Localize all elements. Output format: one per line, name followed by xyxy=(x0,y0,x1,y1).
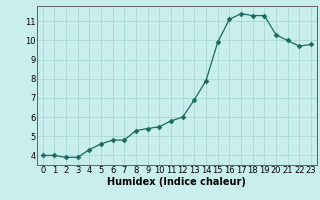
X-axis label: Humidex (Indice chaleur): Humidex (Indice chaleur) xyxy=(108,177,246,187)
